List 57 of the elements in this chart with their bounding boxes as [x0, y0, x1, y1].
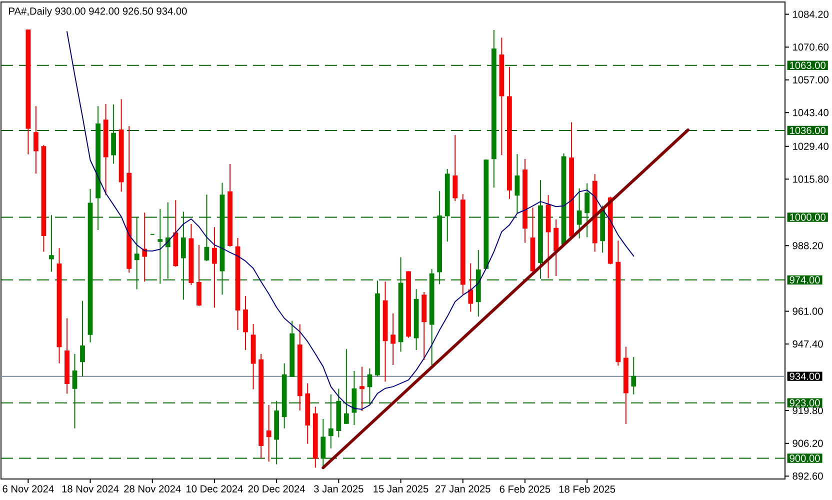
candlestick [180, 211, 186, 300]
ref-line-label: 900.00 [790, 454, 820, 462]
candlestick [554, 218, 558, 277]
candlestick [111, 104, 116, 164]
x-tick-label: 10 Dec 2024 [186, 485, 243, 492]
x-tick-label: 18 Feb 2025 [559, 485, 616, 493]
candlestick [514, 154, 520, 214]
x-tick-label: 6 Nov 2024 [2, 485, 54, 492]
x-tick-label: 15 Jan 2025 [374, 485, 428, 492]
candlestick [72, 353, 78, 429]
ref-line-label: 934.00 [790, 372, 820, 380]
candlestick [243, 296, 248, 351]
x-tick-label: 18 Nov 2024 [62, 485, 119, 492]
x-tick-label: 20 Dec 2024 [248, 485, 306, 492]
candlestick [631, 356, 636, 395]
ref-line-label: 923.00 [790, 399, 820, 406]
candlestick [468, 262, 474, 312]
y-tick-label: 919.80 [792, 406, 823, 414]
y-tick-label: 947.40 [792, 340, 823, 348]
candlestick [390, 312, 396, 366]
y-tick-label: 1070.60 [793, 43, 829, 51]
candlestick [196, 244, 202, 306]
y-tick-label: 1084.20 [793, 10, 829, 18]
y-tick-label: 961.00 [792, 308, 823, 315]
candlestick [320, 418, 326, 468]
y-tick-label: 906.20 [792, 440, 823, 447]
x-tick-label: 27 Jan 2025 [435, 485, 490, 492]
x-tick-label: 6 Feb 2025 [500, 485, 550, 493]
y-tick-label: 892.60 [792, 472, 823, 480]
ref-line-label: 1000.00 [790, 214, 826, 221]
ref-line-label: 1036.00 [790, 126, 826, 134]
y-tick-label: 988.20 [792, 242, 823, 250]
y-tick-label: 1015.80 [793, 176, 829, 183]
y-tick-label: 1057.00 [793, 76, 829, 84]
candlestick [452, 134, 458, 202]
ref-line-label: 1063.00 [790, 62, 826, 69]
x-tick-label: 28 Nov 2024 [124, 485, 181, 492]
chart-title: PA#,Daily 930.00 942.00 926.50 934.00 [9, 7, 187, 17]
candlestick [584, 182, 590, 238]
candlestick [49, 214, 54, 272]
candlestick [367, 368, 372, 405]
candlestick [142, 212, 148, 282]
candlestick [134, 216, 140, 290]
candlestick [158, 208, 163, 284]
candlestick [266, 404, 272, 462]
candlestick [328, 394, 334, 449]
candlestick [360, 366, 364, 412]
y-tick-label: 1029.40 [793, 142, 829, 150]
candlestick [212, 226, 217, 308]
candlestick [80, 300, 85, 378]
candlestick [204, 194, 210, 262]
candlestick [344, 348, 349, 425]
x-tick-label: 3 Jan 2025 [314, 485, 364, 492]
candlestick [33, 106, 38, 174]
candlestick [576, 188, 582, 239]
y-tick-label: 1043.40 [793, 109, 829, 116]
ref-line-label: 974.00 [790, 276, 820, 284]
